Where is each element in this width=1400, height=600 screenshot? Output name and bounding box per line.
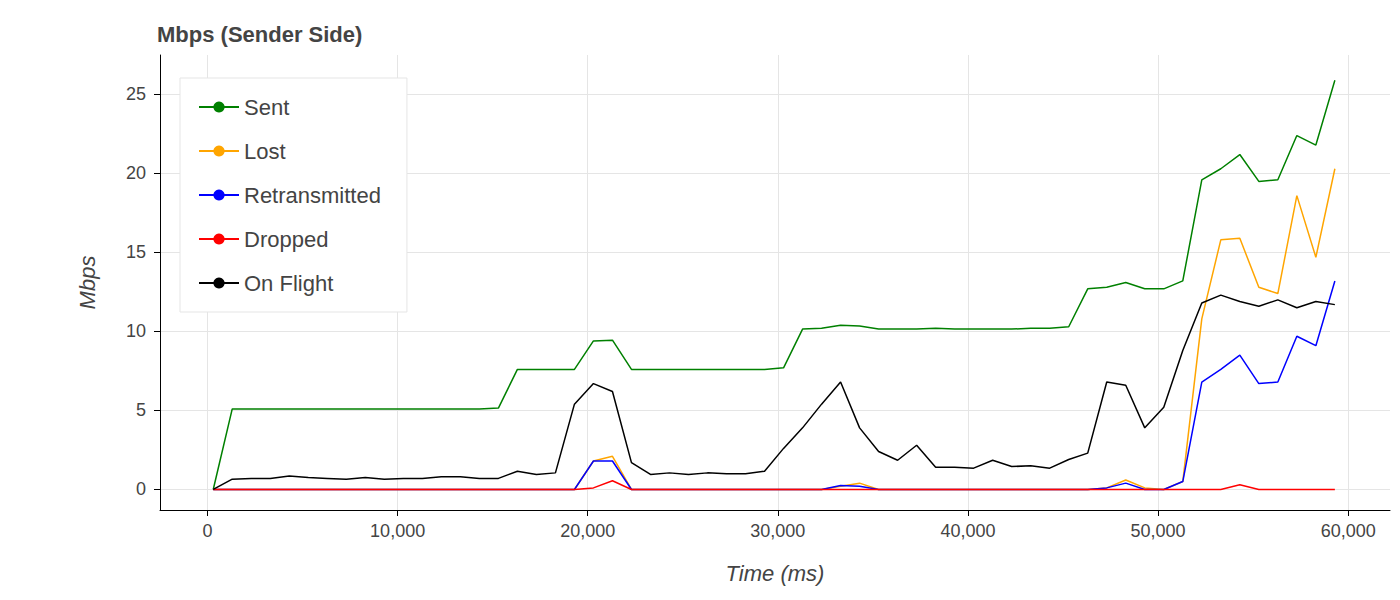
svg-text:15: 15 xyxy=(126,242,146,262)
svg-text:30,000: 30,000 xyxy=(750,521,805,541)
svg-text:Mbps: Mbps xyxy=(75,256,100,310)
svg-text:Time (ms): Time (ms) xyxy=(726,561,825,586)
svg-text:Retransmitted: Retransmitted xyxy=(244,183,381,208)
svg-text:Mbps (Sender Side): Mbps (Sender Side) xyxy=(157,22,362,47)
svg-text:50,000: 50,000 xyxy=(1131,521,1186,541)
svg-text:On Flight: On Flight xyxy=(244,271,333,296)
svg-text:20,000: 20,000 xyxy=(560,521,615,541)
svg-text:Lost: Lost xyxy=(244,139,286,164)
svg-text:Sent: Sent xyxy=(244,95,289,120)
svg-text:25: 25 xyxy=(126,84,146,104)
svg-text:Dropped: Dropped xyxy=(244,227,328,252)
svg-text:10,000: 10,000 xyxy=(370,521,425,541)
svg-text:0: 0 xyxy=(203,521,213,541)
svg-text:10: 10 xyxy=(126,321,146,341)
svg-text:20: 20 xyxy=(126,163,146,183)
svg-text:5: 5 xyxy=(136,400,146,420)
svg-text:40,000: 40,000 xyxy=(940,521,995,541)
svg-text:0: 0 xyxy=(136,479,146,499)
svg-text:60,000: 60,000 xyxy=(1321,521,1376,541)
